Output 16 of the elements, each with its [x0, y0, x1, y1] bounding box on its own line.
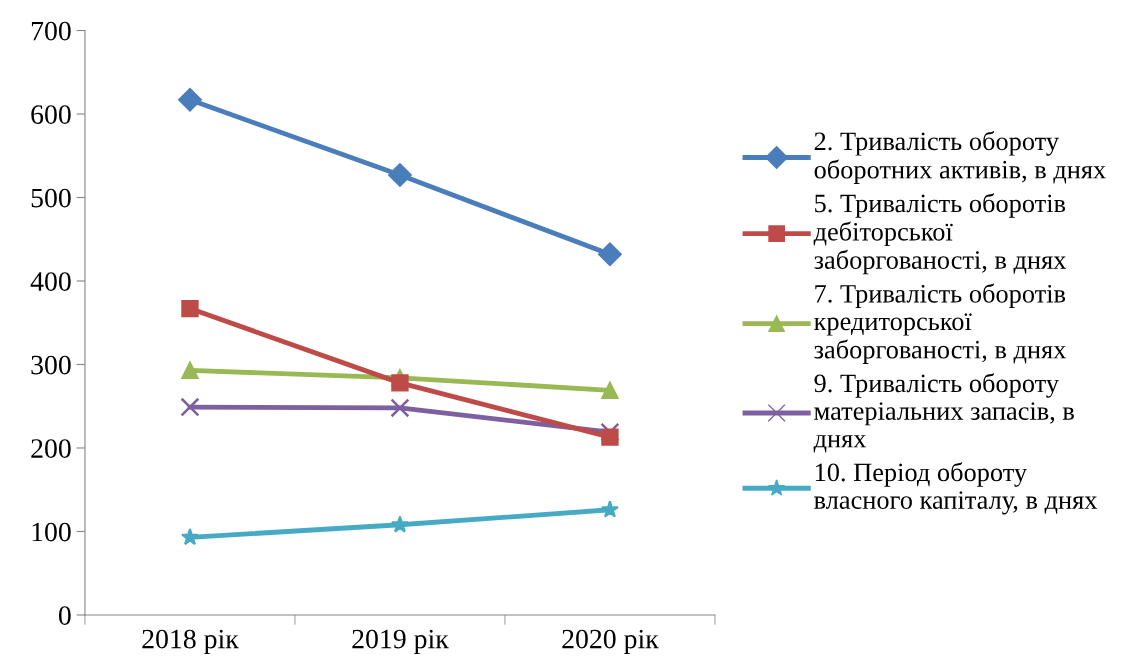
legend-label: 9. Тривалість обороту матеріальних запасів, в днях [813, 373, 1074, 453]
y-tick-label: 700 [31, 21, 71, 41]
x-tick-label: 2020 рік [562, 629, 659, 655]
y-tick-label: 400 [30, 272, 71, 291]
legend-label: 2. Тривалість обороту оборотних активів, в днях [814, 131, 1106, 184]
y-tick-label: 300 [31, 355, 71, 375]
y-tick-label: 200 [31, 439, 71, 458]
y-tick-label: 0 [58, 606, 71, 625]
y-tick-label: 500 [31, 188, 71, 208]
y-tick-label: 100 [32, 522, 71, 542]
legend-label: 10. Період обороту власного капіталу, в днях [814, 462, 1098, 515]
legend-label: 7. Тривалість оборотів кредиторської заборгованості, в днях [814, 283, 1067, 364]
y-tick-label: 600 [31, 105, 71, 124]
x-tick-label: 2018 рік [142, 629, 239, 655]
legend-label: 5. Тривалість оборотів дебіторської заборгованості, в днях [813, 193, 1067, 275]
x-tick-label: 2019 рік [352, 629, 449, 655]
